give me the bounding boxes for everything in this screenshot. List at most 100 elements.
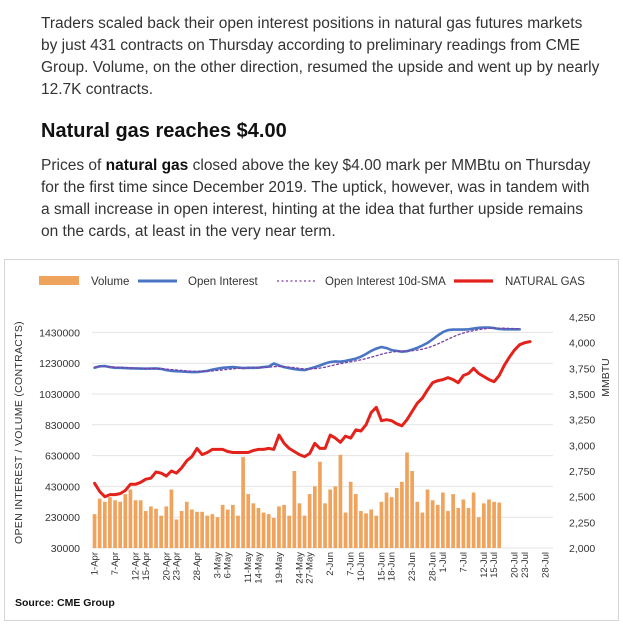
volume-bar xyxy=(359,511,363,548)
x-tick-label: 14-May xyxy=(253,552,264,584)
volume-bar xyxy=(471,492,476,548)
volume-bar xyxy=(343,512,348,548)
volume-bar xyxy=(353,494,358,548)
para2-text-start: Prices of xyxy=(41,157,106,174)
volume-bar xyxy=(425,489,430,548)
volume-bar xyxy=(113,500,117,548)
y-right-tick-label: 2,250 xyxy=(569,517,595,529)
volume-bar xyxy=(266,514,271,548)
volume-bar xyxy=(369,509,374,548)
volume-bar xyxy=(190,509,194,548)
volume-bar xyxy=(123,494,128,548)
x-tick-label: 10-Jun xyxy=(356,552,367,581)
open-interest-sma-line xyxy=(93,327,521,373)
volume-bar xyxy=(149,506,153,548)
article-paragraph-2: Prices of natural gas closed above the k… xyxy=(41,155,601,243)
volume-bar xyxy=(333,486,338,548)
y-left-tick-label: 630000 xyxy=(45,451,80,463)
y-left-tick-label: 830000 xyxy=(45,420,80,432)
volume-bar xyxy=(328,489,333,548)
volume-bar xyxy=(323,503,327,548)
para2-text-end: closed above the key $4.00 mark per MMBt… xyxy=(41,157,591,240)
volume-bar xyxy=(482,503,486,548)
y-left-tick-label: 1430000 xyxy=(39,327,80,339)
volume-bar xyxy=(487,499,491,548)
volume-bar xyxy=(389,497,394,548)
volume-bar xyxy=(441,492,445,548)
y-right-tick-label: 2,750 xyxy=(569,466,595,478)
x-tick-label: 7-Jul xyxy=(458,552,469,573)
y-right-tick-label: 3,000 xyxy=(569,440,595,452)
volume-bar xyxy=(318,461,322,548)
x-tick-label: 27-May xyxy=(305,552,316,584)
legend-label-natural-gas: NATURAL GAS xyxy=(505,276,585,288)
volume-bar xyxy=(497,502,502,548)
volume-bar xyxy=(138,500,143,548)
volume-bar xyxy=(307,494,312,548)
x-tick-label: 28-Jul xyxy=(540,552,551,578)
volume-bar xyxy=(456,507,461,548)
volume-bar xyxy=(205,515,210,548)
x-tick-label: 23-Jul xyxy=(520,552,531,578)
x-tick-label: 28-Apr xyxy=(192,552,203,581)
x-tick-label: 12-Apr xyxy=(131,552,142,581)
volume-bar xyxy=(108,497,112,548)
volume-bar xyxy=(282,504,286,548)
article-heading: Natural gas reaches $4.00 xyxy=(41,120,287,142)
volume-bar xyxy=(348,481,353,548)
volume-bar xyxy=(215,517,220,548)
y-right-tick-label: 2,000 xyxy=(569,543,595,555)
legend-label-sma: Open Interest 10d-SMA xyxy=(325,276,446,288)
x-tick-label: 12-Jul xyxy=(479,552,490,578)
volume-bar xyxy=(159,515,163,548)
natural-gas-bold: natural gas xyxy=(105,157,189,174)
y-right-axis-title: MMBTU xyxy=(600,358,612,397)
volume-bar xyxy=(236,515,240,548)
volume-bar xyxy=(241,457,245,548)
volume-bar xyxy=(312,486,317,548)
volume-bar xyxy=(400,481,404,548)
x-tick-label: 15-Jun xyxy=(376,552,387,581)
volume-bar xyxy=(169,489,174,548)
volume-bar xyxy=(302,515,307,548)
volume-bar xyxy=(179,511,184,548)
volume-bar xyxy=(251,503,256,548)
volume-bar xyxy=(200,511,204,548)
x-tick-label: 20-Jul xyxy=(510,552,521,578)
y-left-tick-label: 1230000 xyxy=(39,358,80,370)
volume-bar xyxy=(102,501,107,548)
volume-bar xyxy=(364,513,368,548)
chart-svg: 30000 230000 430000 630000 830000 1030000 1230… xyxy=(13,276,612,584)
volume-bar xyxy=(415,501,420,548)
volume-bar xyxy=(154,508,158,548)
x-tick-label: 7-Jun xyxy=(346,552,357,576)
volume-bar xyxy=(220,504,225,548)
y-left-tick-label: 430000 xyxy=(45,481,80,493)
chart-container: 30000 230000 430000 630000 830000 1030000 1230… xyxy=(4,259,619,621)
volume-bar xyxy=(128,489,133,548)
legend-swatch-volume xyxy=(39,276,79,285)
y-right-tick-label: 3,250 xyxy=(569,415,595,427)
x-tick-label: 1-Apr xyxy=(90,552,101,575)
x-tick-label: 2-Jun xyxy=(325,552,336,576)
volume-bar xyxy=(256,507,261,548)
x-tick-label: 19-May xyxy=(274,552,285,584)
volume-bar xyxy=(92,514,97,548)
y-left-tick-label: 230000 xyxy=(45,512,80,524)
volume-bar xyxy=(231,504,235,548)
y-right-tick-label: 3,750 xyxy=(569,363,595,375)
volume-bar xyxy=(118,501,123,548)
x-tick-label: 18-Jun xyxy=(387,552,398,581)
volume-bar xyxy=(292,471,297,548)
y-right-tick-label: 4,000 xyxy=(569,338,595,350)
source-note: Source: CME Group xyxy=(15,597,115,609)
volume-bar xyxy=(184,501,189,548)
volume-bar xyxy=(210,514,215,548)
volume-bar xyxy=(451,494,455,548)
x-tick-label: 1-Jul xyxy=(438,552,449,573)
article-paragraph-1: Traders scaled back their open interest … xyxy=(41,15,600,98)
legend-label-volume: Volume xyxy=(91,276,129,288)
volume-bar xyxy=(338,454,343,548)
volume-bar xyxy=(405,452,409,548)
